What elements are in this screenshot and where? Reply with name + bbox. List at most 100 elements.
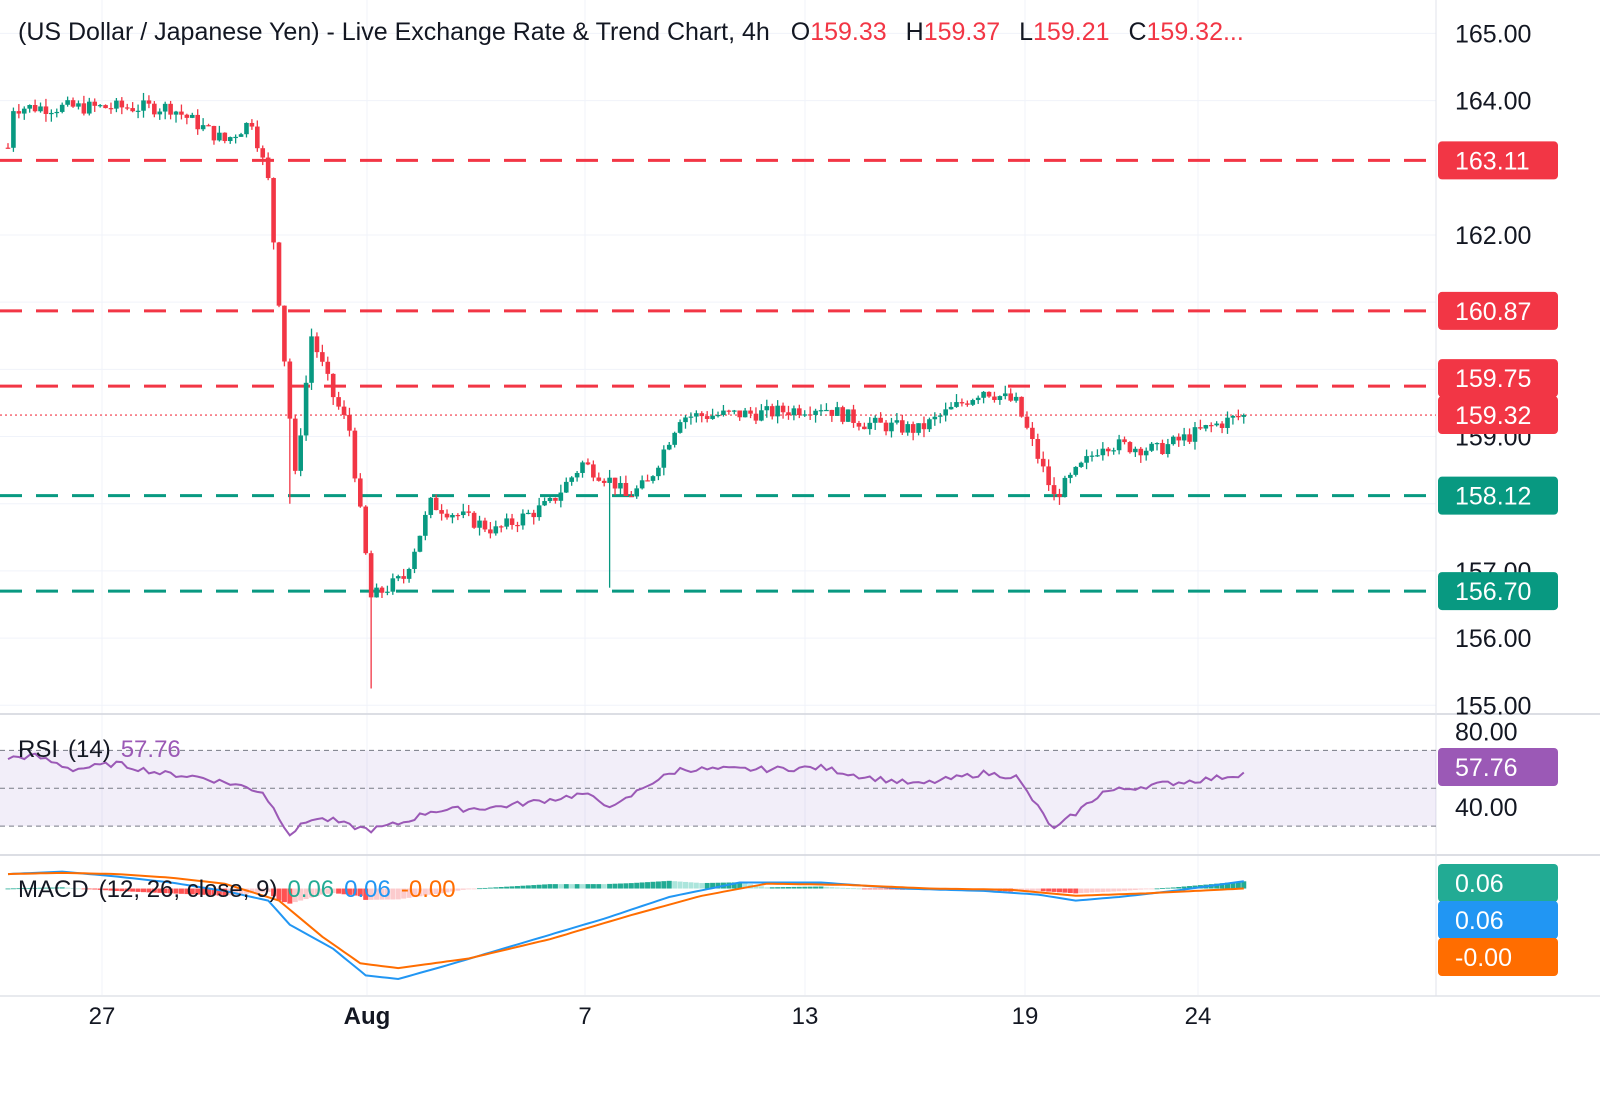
high-value: 159.37: [923, 18, 1001, 46]
candle: [769, 403, 775, 420]
macd-histogram-bar: [422, 888, 428, 896]
signal-value-badge-text: -0.00: [1455, 944, 1512, 972]
macd-histogram-bar: [645, 882, 651, 889]
candle-body: [688, 416, 694, 418]
candle-body: [753, 413, 759, 421]
macd-histogram-bar: [336, 888, 342, 894]
macd-histogram-bar: [1100, 888, 1106, 893]
candle-body: [650, 476, 656, 481]
candle-body: [1187, 434, 1192, 442]
candle-body: [119, 100, 125, 108]
candle-body: [526, 512, 531, 515]
candle: [428, 496, 434, 519]
price-axis[interactable]: 165.00164.00162.00159.00157.00156.00155.…: [1455, 20, 1531, 822]
macd-histogram-bar: [54, 887, 60, 889]
candle-body: [282, 305, 287, 362]
rsi-legend[interactable]: RSI (14) 57.76: [18, 736, 191, 764]
last-price-badge: 159.32: [1438, 396, 1558, 435]
macd-histogram-bar: [1073, 888, 1079, 894]
candle: [11, 107, 16, 152]
candle-body: [694, 413, 699, 417]
level-badge-159.75: 159.75: [1438, 359, 1558, 398]
candle-body: [834, 407, 840, 416]
candle-body: [1241, 415, 1247, 417]
candle-body: [910, 424, 916, 433]
macd-legend[interactable]: MACD (12, 26, close, 9) 0.06 0.06 -0.00: [18, 876, 466, 904]
macd-histogram-bar: [38, 887, 44, 889]
candle-body: [325, 361, 331, 374]
candle-body: [851, 409, 856, 423]
candle-body: [217, 132, 222, 141]
candle: [298, 428, 303, 477]
candle: [601, 478, 607, 487]
candle-body: [32, 105, 38, 112]
candle-body: [878, 417, 883, 423]
candle-body: [542, 501, 547, 506]
candle-body: [1078, 462, 1084, 467]
candle-body: [374, 587, 379, 598]
macd-histogram-bar: [861, 888, 867, 890]
macd-histogram-bar: [482, 887, 488, 889]
macd-histogram-bar: [823, 886, 829, 889]
macd-histogram-bar: [818, 886, 824, 889]
candle-body: [965, 403, 970, 405]
candle-body: [195, 114, 200, 130]
candle: [1160, 439, 1165, 455]
candle-body: [1084, 456, 1089, 463]
candle-body: [731, 410, 737, 412]
candle: [265, 152, 271, 181]
candle-body: [504, 518, 509, 527]
candle-body: [1024, 416, 1030, 428]
macd-histogram-bar: [628, 883, 634, 889]
candle: [547, 495, 553, 504]
candle: [807, 406, 813, 421]
candle: [683, 414, 688, 429]
macd-histogram-bar: [493, 887, 499, 889]
candle: [504, 513, 509, 530]
macd-histogram-bar: [113, 888, 119, 891]
macd-pane: [5, 870, 1247, 981]
macd-histogram-bar: [1170, 887, 1176, 889]
candle-body: [1127, 442, 1133, 453]
candle-body: [271, 178, 276, 243]
candle: [233, 134, 238, 144]
macd-histogram-bar: [715, 882, 721, 889]
macd-histogram-bar: [146, 888, 152, 893]
candle-body: [612, 477, 618, 489]
candle: [580, 460, 585, 478]
candle: [1040, 451, 1046, 473]
candle: [450, 513, 455, 524]
candle: [1225, 411, 1230, 434]
candle: [883, 420, 889, 436]
candle: [32, 99, 38, 113]
candle-body: [309, 336, 314, 383]
candle: [493, 520, 499, 536]
candle-body: [314, 336, 320, 353]
candle: [81, 95, 87, 116]
candle-body: [574, 472, 580, 478]
time-axis[interactable]: 27 Aug 7 13 19 24: [89, 1003, 1212, 1030]
candle: [292, 414, 298, 475]
candle: [910, 421, 916, 441]
candle-body: [87, 101, 92, 114]
candle: [878, 412, 883, 423]
candle: [851, 404, 856, 428]
candle-body: [157, 111, 163, 115]
candle-body: [937, 415, 943, 417]
macd-histogram-bar: [731, 882, 737, 889]
candle-body: [1051, 485, 1057, 494]
macd-histogram-bar: [189, 888, 195, 895]
macd-histogram-bar: [265, 888, 271, 892]
price-tick-label: 155.00: [1455, 692, 1531, 720]
macd-histogram-bar: [558, 884, 564, 889]
macd-histogram-bar: [21, 888, 27, 889]
candle-body: [764, 406, 770, 411]
macd-histogram-bar: [780, 887, 786, 889]
candle-body: [553, 497, 558, 501]
candle-body: [227, 137, 233, 142]
candle: [406, 567, 412, 583]
macd-histogram-bar: [1116, 888, 1122, 892]
candle-body: [211, 125, 217, 141]
candle-body: [536, 505, 542, 518]
